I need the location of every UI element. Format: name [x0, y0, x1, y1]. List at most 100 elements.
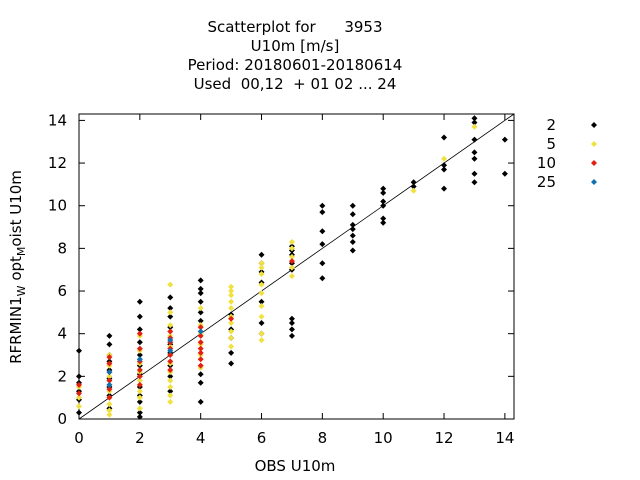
title-line-3: Period: 20180601-20180614: [188, 56, 403, 74]
data-point: [288, 273, 295, 280]
data-point: [228, 320, 235, 327]
data-point: [258, 298, 265, 305]
data-point: [76, 381, 82, 388]
y-tick-label: 10: [48, 197, 67, 215]
data-point: [136, 377, 143, 384]
data-point: [167, 337, 174, 344]
data-point: [349, 238, 356, 245]
chart-title: Scatterplot for 3953 U10m [m/s] Period: …: [188, 18, 403, 93]
data-point: [106, 369, 113, 376]
data-point: [136, 366, 143, 373]
data-point: [288, 245, 295, 252]
data-point: [197, 277, 204, 284]
x-tick-label: 8: [318, 429, 328, 447]
data-point: [319, 275, 326, 282]
x-tick-label: 6: [257, 429, 267, 447]
y-axis-label-part: RFRMIN1: [7, 296, 25, 364]
data-point: [228, 343, 235, 350]
data-point: [349, 232, 356, 239]
data-point: [167, 398, 174, 405]
data-point: [167, 384, 174, 391]
legend-marker: [591, 179, 597, 185]
data-point: [228, 283, 235, 290]
data-point: [228, 292, 235, 299]
y-tick-label: 4: [57, 325, 67, 343]
data-point: [136, 413, 143, 420]
y-tick-label: 12: [48, 154, 67, 172]
x-tick-label: 14: [495, 429, 514, 447]
data-point: [410, 183, 417, 190]
data-point: [380, 185, 387, 192]
data-point: [136, 345, 143, 352]
data-point: [197, 324, 204, 331]
data-point: [471, 179, 478, 186]
data-point: [106, 360, 113, 367]
data-point: [76, 403, 82, 410]
data-point: [167, 373, 174, 380]
data-point: [258, 302, 265, 309]
data-point: [441, 162, 448, 169]
data-point: [76, 390, 82, 397]
data-point: [106, 381, 113, 388]
data-point: [471, 155, 478, 162]
x-tick-label: 0: [74, 429, 84, 447]
data-point: [380, 215, 387, 222]
legend-marker: [591, 160, 597, 166]
data-point: [167, 388, 174, 395]
data-point: [167, 328, 174, 335]
legend-label: 25: [537, 173, 556, 191]
data-point: [228, 298, 235, 305]
data-point: [258, 330, 265, 337]
data-point: [258, 281, 265, 288]
data-point: [197, 309, 204, 316]
data-point: [288, 326, 295, 333]
x-tick-label: 4: [196, 429, 206, 447]
data-point: [167, 377, 174, 384]
data-point: [136, 373, 143, 380]
data-point: [106, 373, 113, 380]
legend-marker: [591, 122, 597, 128]
data-point: [197, 332, 204, 339]
data-point: [197, 298, 204, 305]
data-point: [136, 405, 143, 412]
data-point: [349, 211, 356, 218]
data-point: [288, 258, 295, 265]
data-point: [106, 407, 113, 414]
series-10: [76, 258, 295, 401]
data-point: [136, 339, 143, 346]
data-point: [197, 349, 204, 356]
data-point: [106, 341, 113, 348]
data-point: [471, 149, 478, 156]
data-point: [167, 309, 174, 316]
x-tick-label: 2: [135, 429, 145, 447]
data-point: [258, 270, 265, 277]
data-point: [136, 313, 143, 320]
data-point: [471, 115, 478, 122]
data-point: [167, 294, 174, 301]
data-point: [136, 394, 143, 401]
data-point: [228, 288, 235, 295]
data-point: [471, 136, 478, 143]
data-point: [288, 238, 295, 245]
data-point: [197, 285, 204, 292]
data-point: [410, 179, 417, 186]
data-point: [228, 328, 235, 335]
title-line-2: U10m [m/s]: [251, 37, 340, 55]
data-point: [106, 377, 113, 384]
data-point: [136, 326, 143, 333]
data-point: [380, 202, 387, 209]
data-point: [349, 247, 356, 254]
data-point: [197, 290, 204, 297]
data-point: [258, 290, 265, 297]
data-point: [106, 386, 113, 393]
x-axis-label: OBS U10m: [255, 457, 336, 475]
data-point: [167, 347, 174, 354]
data-point: [258, 251, 265, 258]
data-point: [288, 315, 295, 322]
data-point: [167, 358, 174, 365]
data-point: [349, 202, 356, 209]
data-point: [106, 332, 113, 339]
data-point: [136, 330, 143, 337]
y-tick-label: 2: [57, 367, 67, 385]
